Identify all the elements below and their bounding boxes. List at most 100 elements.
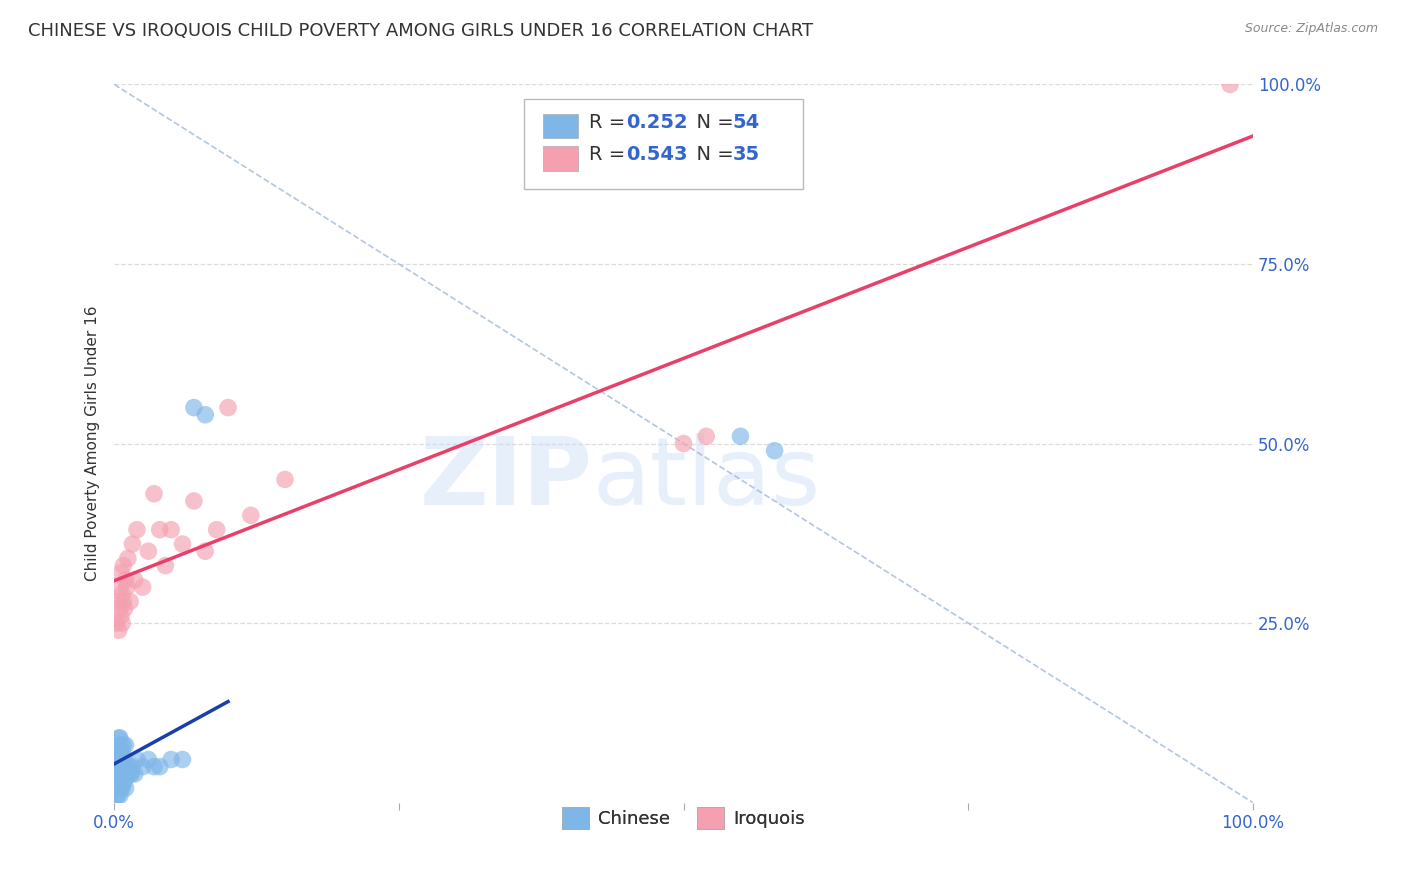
Text: R =: R = bbox=[589, 145, 631, 164]
Point bbox=[107, 745, 129, 759]
Point bbox=[695, 429, 717, 443]
Point bbox=[105, 760, 128, 774]
Point bbox=[125, 752, 148, 766]
Point bbox=[107, 752, 129, 766]
Point bbox=[124, 573, 146, 587]
Point bbox=[110, 738, 132, 752]
Point bbox=[111, 615, 134, 630]
Point bbox=[112, 594, 135, 608]
Text: atlas: atlas bbox=[592, 434, 821, 525]
Point bbox=[160, 523, 183, 537]
Point bbox=[112, 760, 135, 774]
Point bbox=[114, 752, 136, 766]
Point bbox=[105, 615, 128, 630]
Point bbox=[111, 745, 134, 759]
Point bbox=[107, 738, 129, 752]
FancyBboxPatch shape bbox=[524, 99, 803, 188]
Point bbox=[274, 472, 297, 486]
Point bbox=[730, 429, 752, 443]
Point bbox=[143, 760, 166, 774]
Text: Source: ZipAtlas.com: Source: ZipAtlas.com bbox=[1244, 22, 1378, 36]
Point bbox=[112, 558, 135, 573]
Point bbox=[114, 781, 136, 796]
Point bbox=[121, 760, 143, 774]
Point bbox=[108, 745, 131, 759]
Point bbox=[114, 760, 136, 774]
Point bbox=[172, 752, 194, 766]
Point bbox=[111, 587, 134, 601]
Text: R =: R = bbox=[589, 113, 631, 132]
Point bbox=[111, 767, 134, 781]
Text: 0.252: 0.252 bbox=[627, 113, 688, 132]
Point bbox=[107, 760, 129, 774]
Point bbox=[115, 580, 138, 594]
Legend: Chinese, Iroquois: Chinese, Iroquois bbox=[555, 800, 813, 837]
Point bbox=[110, 608, 132, 623]
Point bbox=[108, 789, 131, 803]
Point bbox=[194, 544, 217, 558]
Point bbox=[104, 781, 127, 796]
Point bbox=[763, 443, 786, 458]
Point bbox=[239, 508, 262, 523]
Point bbox=[120, 767, 142, 781]
Point bbox=[114, 774, 136, 789]
Point bbox=[107, 774, 129, 789]
Point bbox=[131, 580, 153, 594]
Text: 0.543: 0.543 bbox=[627, 145, 688, 164]
Point bbox=[160, 752, 183, 766]
Point bbox=[104, 752, 127, 766]
Point bbox=[115, 767, 138, 781]
Point bbox=[110, 781, 132, 796]
Point bbox=[114, 738, 136, 752]
Text: CHINESE VS IROQUOIS CHILD POVERTY AMONG GIRLS UNDER 16 CORRELATION CHART: CHINESE VS IROQUOIS CHILD POVERTY AMONG … bbox=[28, 22, 813, 40]
Point bbox=[183, 401, 205, 415]
Point bbox=[194, 408, 217, 422]
Text: N =: N = bbox=[683, 113, 740, 132]
Point bbox=[111, 781, 134, 796]
Point bbox=[105, 774, 128, 789]
Text: 54: 54 bbox=[733, 113, 759, 132]
Point bbox=[108, 580, 131, 594]
Point bbox=[114, 601, 136, 615]
Point bbox=[118, 760, 141, 774]
Text: 35: 35 bbox=[733, 145, 759, 164]
Point bbox=[117, 767, 139, 781]
Point bbox=[120, 767, 142, 781]
Point bbox=[110, 767, 132, 781]
Point bbox=[131, 760, 153, 774]
Point bbox=[120, 594, 142, 608]
Point bbox=[112, 738, 135, 752]
Point bbox=[124, 767, 146, 781]
Point bbox=[108, 760, 131, 774]
Point bbox=[107, 789, 129, 803]
Point bbox=[108, 774, 131, 789]
Point bbox=[125, 523, 148, 537]
Point bbox=[110, 566, 132, 580]
Text: ZIP: ZIP bbox=[419, 434, 592, 525]
Point bbox=[107, 624, 129, 638]
Point bbox=[138, 752, 160, 766]
Point bbox=[149, 760, 172, 774]
Point bbox=[107, 781, 129, 796]
Point bbox=[138, 544, 160, 558]
Point bbox=[149, 523, 172, 537]
Point bbox=[172, 537, 194, 551]
FancyBboxPatch shape bbox=[544, 114, 578, 138]
Point bbox=[205, 523, 228, 537]
Point bbox=[108, 601, 131, 615]
Point bbox=[217, 401, 239, 415]
Point bbox=[155, 558, 177, 573]
Point bbox=[107, 594, 129, 608]
Point bbox=[143, 487, 166, 501]
Point bbox=[105, 789, 128, 803]
Y-axis label: Child Poverty Among Girls Under 16: Child Poverty Among Girls Under 16 bbox=[86, 306, 100, 582]
Point bbox=[104, 767, 127, 781]
Point bbox=[107, 767, 129, 781]
Point bbox=[114, 573, 136, 587]
Point bbox=[1219, 78, 1241, 92]
Point bbox=[672, 436, 695, 450]
Point bbox=[105, 745, 128, 759]
Point bbox=[121, 537, 143, 551]
Point bbox=[108, 731, 131, 745]
Point bbox=[112, 774, 135, 789]
